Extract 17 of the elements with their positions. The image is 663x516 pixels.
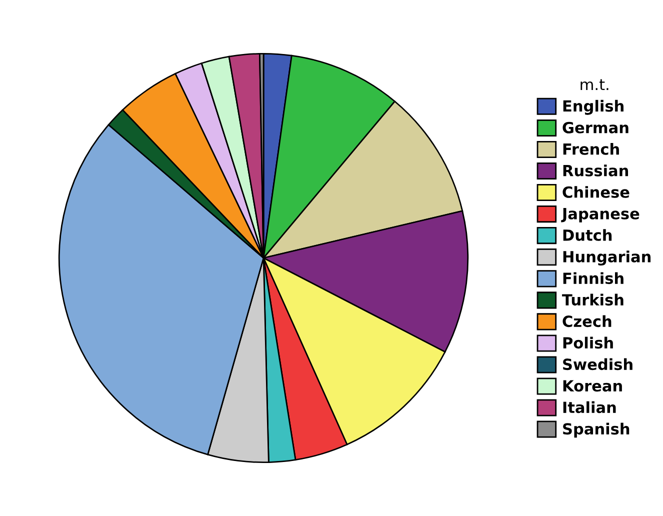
- legend-label: German: [562, 122, 628, 134]
- legend-label: Dutch: [563, 229, 612, 241]
- legend-label: Spanish: [563, 422, 630, 438]
- legend-label: English: [563, 100, 624, 115]
- legend-label: Chinese: [562, 186, 630, 198]
- legend-label: Turkish: [562, 294, 624, 306]
- legend-title: m.t.: [580, 79, 608, 90]
- legend-label: Korean: [563, 380, 622, 392]
- legend-label: Polish: [563, 336, 613, 349]
- legend-label: Czech: [562, 315, 612, 328]
- legend-label: French: [563, 143, 619, 155]
- legend-label: Italian: [563, 401, 616, 414]
- legend-label: Russian: [563, 164, 628, 176]
- legend-label: Japanese: [561, 208, 640, 222]
- legend-label: Hungarian: [563, 250, 651, 266]
- legend-label: Swedish: [563, 358, 632, 370]
- legend-label: Finnish: [563, 272, 624, 284]
